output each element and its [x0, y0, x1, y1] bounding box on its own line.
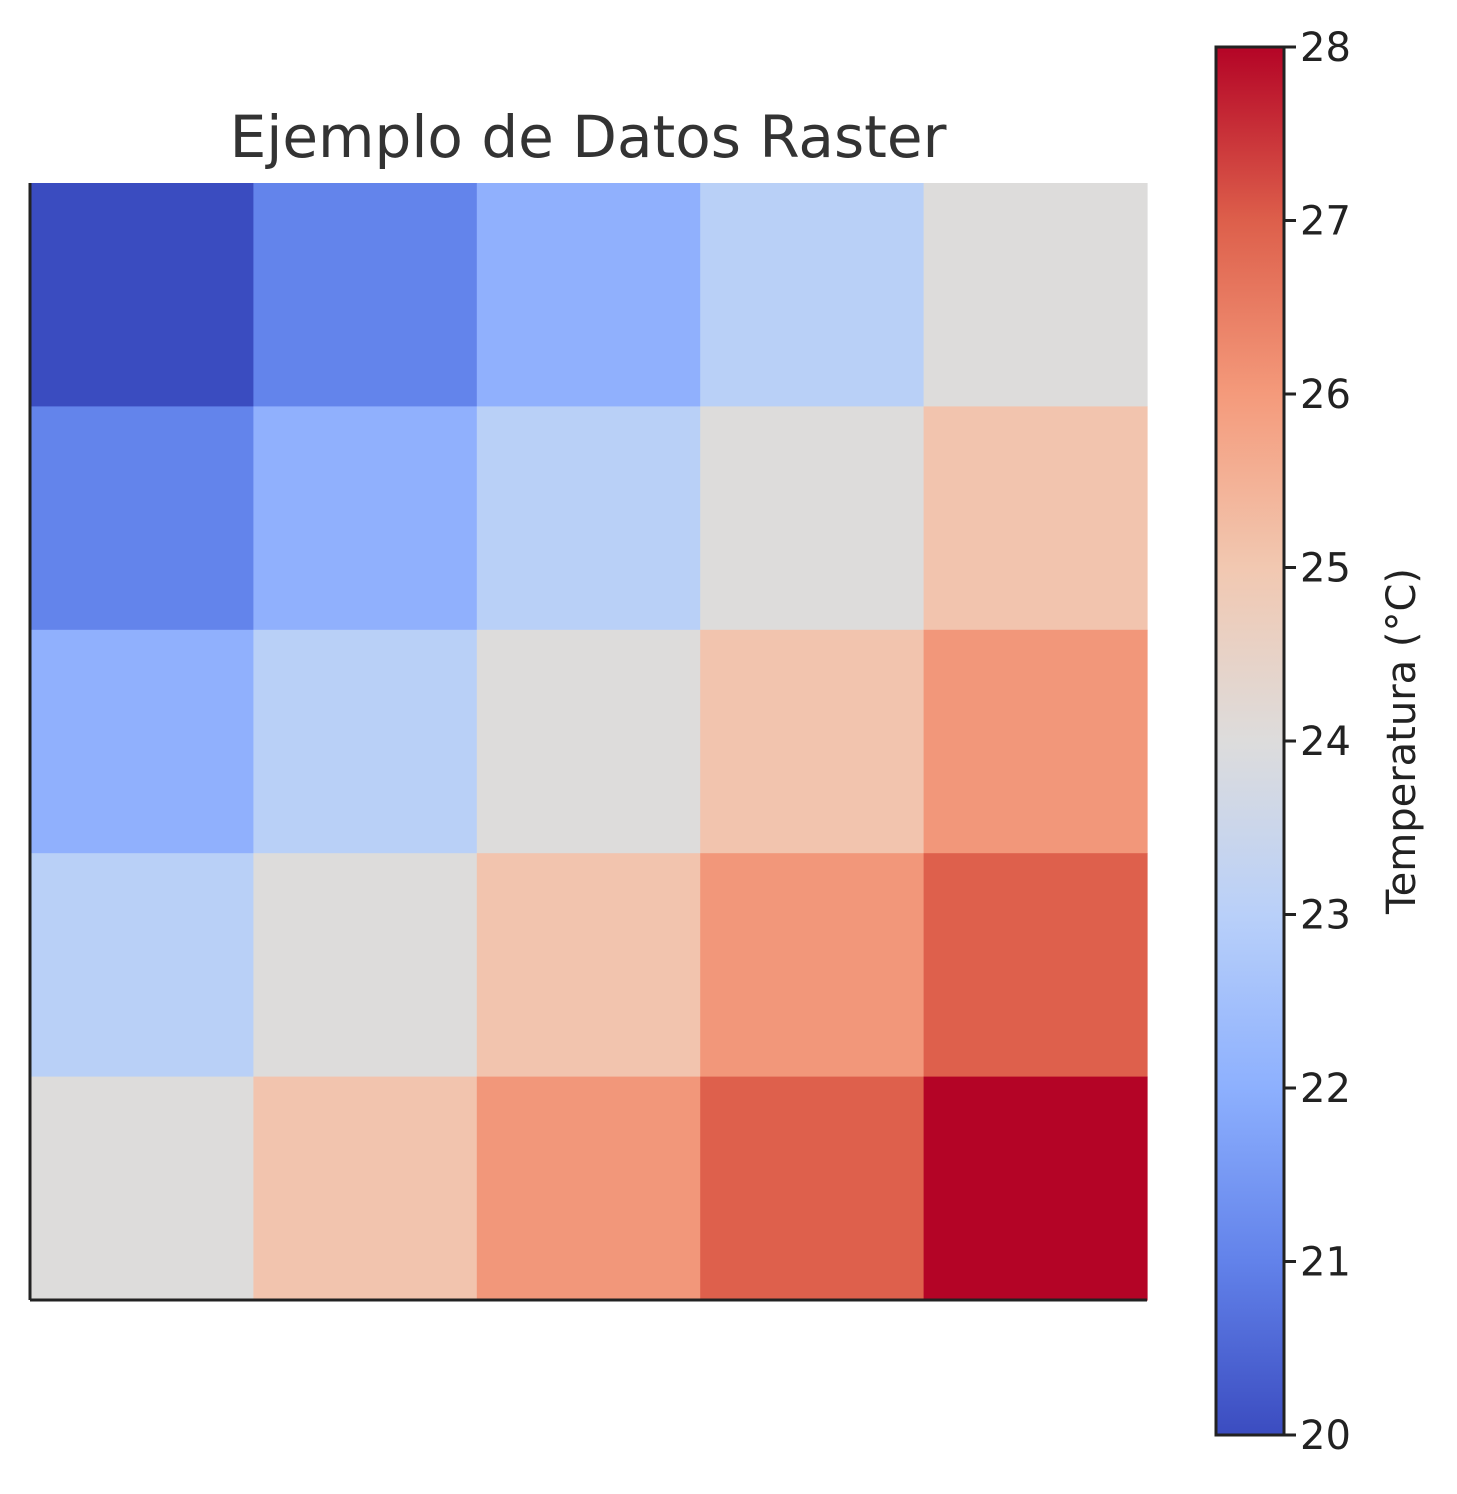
colorbar-tick-label: 24 [1300, 719, 1351, 765]
heatmap-cell [476, 853, 701, 1078]
heatmap-cell [30, 629, 254, 854]
colorbar-tick-label: 20 [1300, 1413, 1351, 1459]
heatmap-cell [923, 853, 1148, 1078]
heatmap-cell [923, 183, 1148, 407]
heatmap-cell [30, 183, 254, 407]
heatmap-cell [700, 1076, 925, 1301]
colorbar-tick-label: 27 [1300, 199, 1351, 245]
colorbar [1214, 45, 1286, 1437]
heatmap-cell [923, 1076, 1148, 1301]
heatmap-cell [700, 629, 925, 854]
heatmap-cell [700, 406, 925, 631]
colorbar-tick-label: 22 [1300, 1066, 1351, 1112]
heatmap-cell [253, 183, 478, 407]
heatmap-cell [923, 629, 1148, 854]
heatmap-cell [253, 1076, 478, 1301]
chart-title: Ejemplo de Datos Raster [230, 103, 947, 171]
heatmap-cell [30, 853, 254, 1078]
colorbar-tick-label: 25 [1300, 546, 1351, 592]
colorbar-tick-label: 21 [1300, 1240, 1351, 1286]
heatmap-cell [923, 406, 1148, 631]
heatmap-cell [476, 406, 701, 631]
raster-cells [30, 183, 1148, 1301]
heatmap-cell [476, 629, 701, 854]
colorbar-ticks: 20 21 22 23 24 25 26 27 28 [1284, 25, 1351, 1459]
heatmap-cell [253, 629, 478, 854]
heatmap-cell [476, 183, 701, 407]
colorbar-tick-label: 23 [1300, 893, 1351, 939]
heatmap-cell [30, 406, 254, 631]
heatmap-cell [700, 853, 925, 1078]
colorbar-tick-label: 28 [1300, 25, 1351, 71]
heatmap-cell [30, 1076, 254, 1301]
colorbar-label: Temperatura (°C) [1379, 568, 1425, 915]
heatmap-cell [253, 853, 478, 1078]
heatmap-cell [253, 406, 478, 631]
heatmap-cell [476, 1076, 701, 1301]
colorbar-tick-label: 26 [1300, 372, 1351, 418]
heatmap-cell [700, 183, 925, 407]
